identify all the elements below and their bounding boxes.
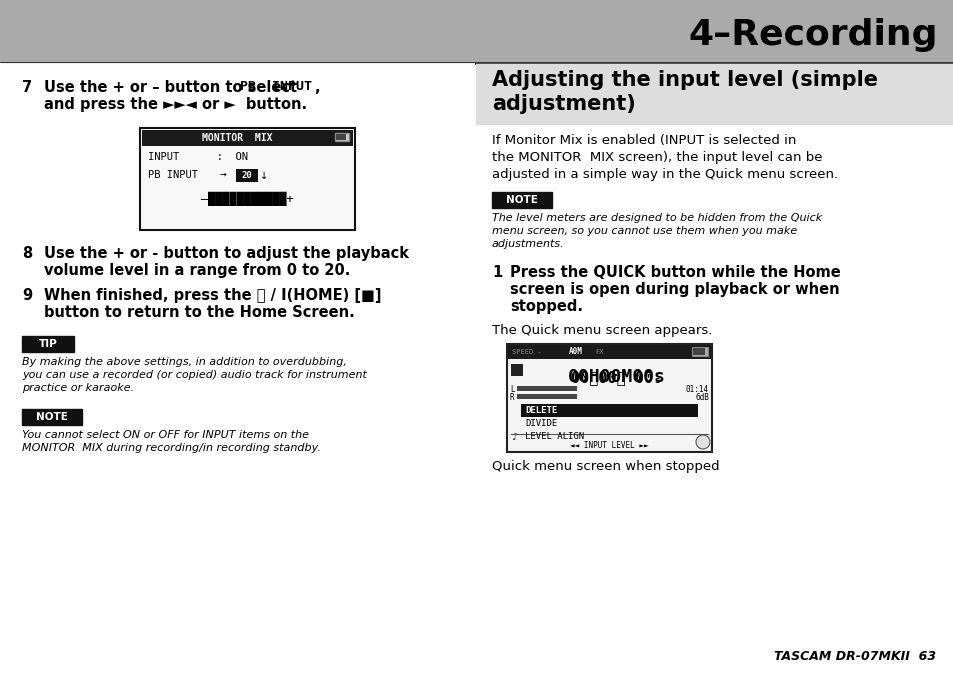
Bar (520, 404, 698, 417)
Text: –███████████+: –███████████+ (200, 192, 293, 207)
Text: 01:14: 01:14 (685, 385, 708, 394)
Text: Adjusting the input level (simple
adjustment): Adjusting the input level (simple adjust… (492, 70, 877, 114)
Bar (517, 394, 577, 399)
Bar (691, 347, 707, 356)
Bar (22, 409, 82, 425)
Bar (142, 130, 353, 146)
Text: volume level in a range from 0 to 20.: volume level in a range from 0 to 20. (44, 263, 350, 278)
Text: 20: 20 (241, 171, 253, 180)
Text: stopped.: stopped. (510, 299, 582, 314)
Text: 7: 7 (22, 80, 32, 95)
Text: PB INPUT: PB INPUT (148, 170, 198, 180)
Text: SPEED -: SPEED - (512, 349, 541, 355)
Text: 9: 9 (22, 288, 32, 303)
Text: PB  INPUT: PB INPUT (240, 80, 312, 93)
Text: 00H00M00s: 00H00M00s (567, 368, 665, 386)
Text: 00℀00℀ 00ₛ: 00℀00℀ 00ₛ (571, 370, 662, 385)
Text: ♪: ♪ (511, 431, 517, 441)
Text: FX: FX (595, 349, 603, 355)
Bar (511, 364, 522, 376)
Text: Use the + or – button to select: Use the + or – button to select (44, 80, 302, 95)
Bar (507, 345, 710, 359)
Text: NOTE: NOTE (36, 412, 68, 422)
Text: →: → (220, 170, 227, 180)
Bar (140, 128, 355, 230)
Bar (492, 192, 552, 208)
Text: If Monitor Mix is enabled (INPUT is selected in
the MONITOR  MIX screen), the in: If Monitor Mix is enabled (INPUT is sele… (492, 134, 838, 181)
Text: 1: 1 (492, 265, 501, 280)
Text: and press the ►►◄ or ►  button.: and press the ►►◄ or ► button. (44, 97, 307, 112)
Text: DELETE: DELETE (524, 406, 557, 415)
Text: screen is open during playback or when: screen is open during playback or when (510, 282, 839, 297)
Text: R: R (510, 392, 514, 402)
Bar (235, 169, 257, 182)
Text: DIVIDE: DIVIDE (524, 419, 557, 428)
Text: 4–Recording: 4–Recording (688, 18, 937, 52)
Text: INPUT      :  ON: INPUT : ON (148, 152, 248, 162)
Bar (335, 134, 346, 140)
Text: TASCAM DR-07MKII  63: TASCAM DR-07MKII 63 (773, 650, 935, 663)
Text: By making the above settings, in addition to overdubbing,
you can use a recorded: By making the above settings, in additio… (22, 357, 367, 393)
Text: Use the + or - button to adjust the playback: Use the + or - button to adjust the play… (44, 246, 409, 261)
Text: LEVEL ALIGN: LEVEL ALIGN (524, 432, 583, 441)
Text: 8: 8 (22, 246, 32, 261)
Text: Quick menu screen when stopped: Quick menu screen when stopped (492, 460, 719, 473)
Text: You cannot select ON or OFF for INPUT items on the
MONITOR  MIX during recording: You cannot select ON or OFF for INPUT it… (22, 430, 320, 453)
Text: 6dB: 6dB (695, 392, 708, 402)
Text: The Quick menu screen appears.: The Quick menu screen appears. (492, 324, 712, 337)
Text: NOTE: NOTE (505, 195, 537, 205)
Text: L: L (510, 385, 514, 394)
Text: ◄◄ INPUT LEVEL ►►: ◄◄ INPUT LEVEL ►► (569, 441, 648, 450)
Text: MONITOR  MIX: MONITOR MIX (201, 133, 272, 143)
Text: The level meters are designed to be hidden from the Quick
menu screen, so you ca: The level meters are designed to be hidd… (492, 213, 821, 248)
Text: When finished, press the ⏻ / I(HOME) [■]: When finished, press the ⏻ / I(HOME) [■] (44, 288, 381, 303)
Bar (476, 64, 953, 124)
Text: A0M: A0M (568, 348, 582, 356)
Circle shape (696, 435, 709, 449)
Text: button to return to the Home Screen.: button to return to the Home Screen. (44, 305, 355, 320)
Text: ,: , (314, 80, 319, 95)
Text: TIP: TIP (38, 339, 57, 349)
Bar (0, 0, 953, 62)
Bar (335, 133, 349, 141)
Text: Press the QUICK button while the Home: Press the QUICK button while the Home (510, 265, 840, 280)
Text: ↓: ↓ (260, 171, 268, 180)
Bar (506, 344, 711, 452)
Bar (517, 386, 577, 391)
Bar (692, 348, 704, 355)
Bar (22, 336, 74, 352)
